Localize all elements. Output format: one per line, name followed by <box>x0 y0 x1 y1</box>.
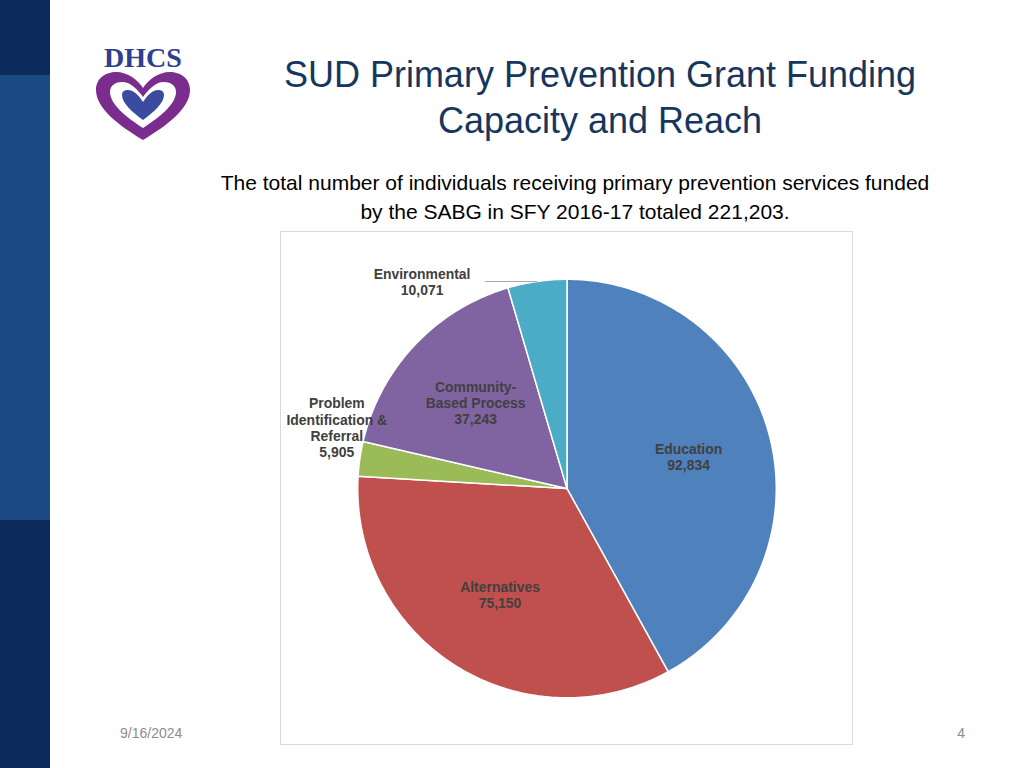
svg-text:Community-Based Process37,243: Community-Based Process37,243 <box>426 379 526 427</box>
html-text:4: 4 <box>957 725 965 741</box>
html-text:9/16/2024: 9/16/2024 <box>120 725 183 741</box>
svg-text:Alternatives75,150: Alternatives75,150 <box>460 579 540 611</box>
svg-text:DHCS: DHCS <box>104 42 182 73</box>
svg-text:Education92,834: Education92,834 <box>655 441 722 473</box>
svg-text:Environmental10,071: Environmental10,071 <box>374 266 471 298</box>
html-text:SUD Primary Prevention Grant F: SUD Primary Prevention Grant Funding Cap… <box>283 54 917 141</box>
html-text:The total number of individual: The total number of individuals receivin… <box>220 171 930 223</box>
svg-text:ProblemIdentification &Referra: ProblemIdentification &Referral5,905 <box>286 395 387 459</box>
